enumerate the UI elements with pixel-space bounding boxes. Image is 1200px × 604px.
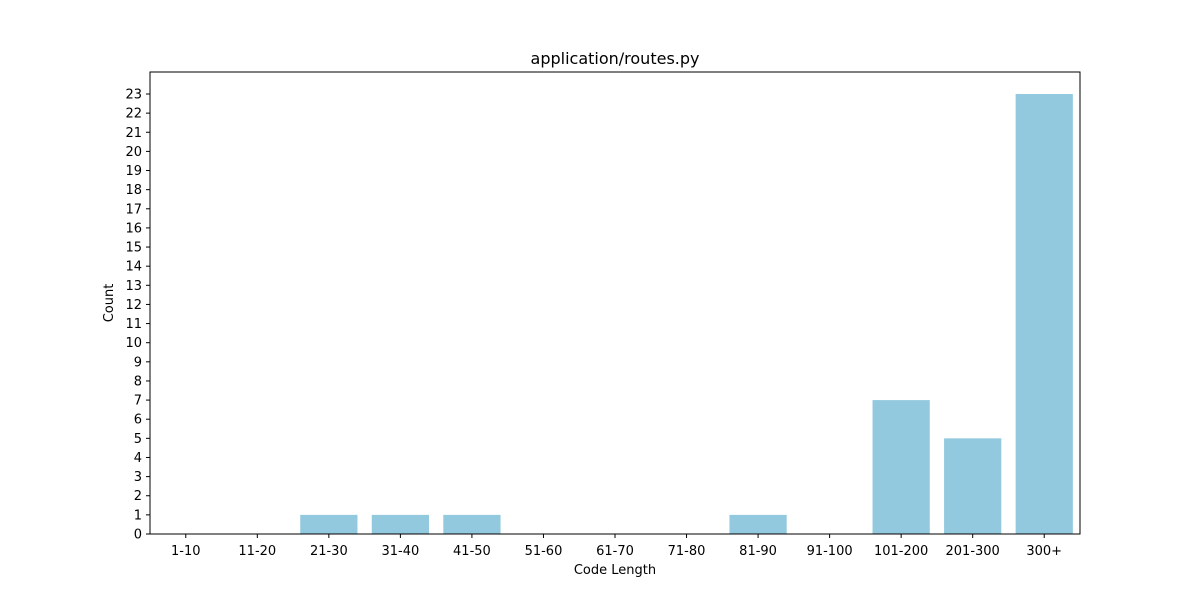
x-tick-label: 1-10 — [171, 544, 201, 559]
y-tick-label: 3 — [134, 470, 142, 485]
y-tick-label: 13 — [125, 279, 142, 294]
x-tick-label: 201-300 — [946, 544, 1000, 559]
bar-31-40 — [371, 514, 429, 534]
y-tick-label: 8 — [134, 374, 142, 389]
bar-81-90 — [729, 514, 787, 534]
x-tick-label: 71-80 — [668, 544, 706, 559]
bar-101-200 — [872, 400, 930, 534]
x-tick-label: 101-200 — [874, 544, 928, 559]
plot-area-frame — [149, 71, 1081, 535]
y-tick-label: 11 — [125, 317, 142, 332]
x-axis-label: Code Length — [574, 563, 656, 578]
x-tick-label: 11-20 — [238, 544, 276, 559]
bar-41-50 — [443, 514, 501, 534]
y-tick-label: 10 — [125, 336, 142, 351]
y-tick-label: 15 — [125, 241, 142, 256]
x-tick-label: 61-70 — [596, 544, 634, 559]
bar-201-300 — [944, 438, 1002, 534]
bar-300+ — [1015, 94, 1073, 534]
y-tick-label: 17 — [125, 202, 142, 217]
y-tick-label: 20 — [125, 145, 142, 160]
y-tick-label: 2 — [134, 489, 142, 504]
y-tick-label: 1 — [134, 508, 142, 523]
y-tick-label: 12 — [125, 298, 142, 313]
y-tick-label: 23 — [125, 88, 142, 103]
y-tick-label: 21 — [125, 126, 142, 141]
x-tick-label: 91-100 — [807, 544, 853, 559]
y-tick-label: 14 — [125, 260, 142, 275]
bar-21-30 — [300, 514, 358, 534]
x-tick-label: 41-50 — [453, 544, 491, 559]
y-tick-label: 4 — [134, 451, 142, 466]
x-axis-ticks: 1-10 11-20 21-30 31-40 41-50 51-60 61-70 71-80 8… — [171, 534, 1062, 559]
y-tick-label: 22 — [125, 107, 142, 122]
y-tick-label: 5 — [134, 432, 142, 447]
y-tick-label: 16 — [125, 221, 142, 236]
y-tick-label: 18 — [125, 183, 142, 198]
y-tick-label: 0 — [134, 528, 142, 543]
x-tick-label: 300+ — [1026, 544, 1062, 559]
x-tick-label: 21-30 — [310, 544, 348, 559]
chart-title: application/routes.py — [531, 49, 700, 68]
x-tick-label: 81-90 — [739, 544, 777, 559]
x-tick-label: 51-60 — [525, 544, 563, 559]
y-tick-label: 6 — [134, 413, 142, 428]
y-tick-label: 19 — [125, 164, 142, 179]
y-tick-label: 7 — [134, 394, 142, 409]
bars-group — [300, 94, 1073, 534]
y-axis-label: Count — [102, 284, 117, 323]
y-tick-label: 9 — [134, 355, 142, 370]
x-tick-label: 31-40 — [381, 544, 419, 559]
